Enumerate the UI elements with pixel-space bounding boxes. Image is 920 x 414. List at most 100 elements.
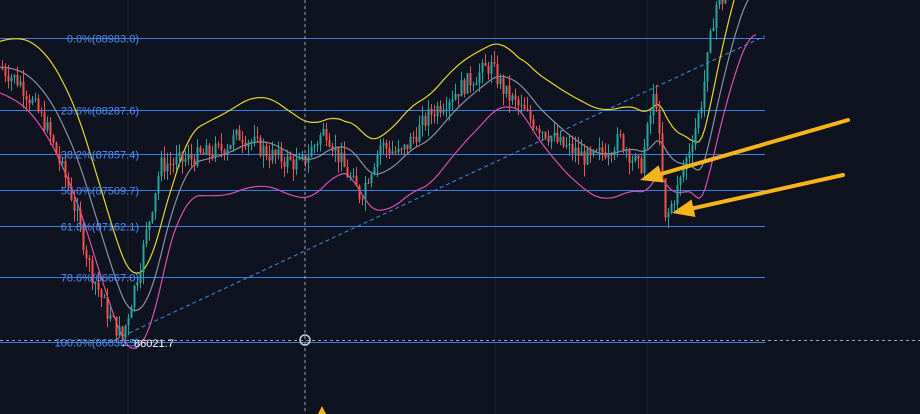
candle-body xyxy=(277,149,280,156)
candle-body xyxy=(379,145,382,154)
candle-body xyxy=(400,148,403,150)
candle-body xyxy=(523,104,526,110)
annotation-arrows[interactable] xyxy=(640,118,850,218)
candle-body xyxy=(487,65,490,74)
candle-body xyxy=(205,145,208,155)
candle-body xyxy=(325,129,328,141)
candle-body xyxy=(340,152,343,163)
candle-body xyxy=(406,144,409,150)
candle-body xyxy=(496,63,499,85)
candle-body xyxy=(238,129,241,141)
candle-body xyxy=(421,115,424,126)
candle-body xyxy=(232,135,235,146)
candle-body xyxy=(619,134,622,136)
candle-body xyxy=(505,85,508,94)
candle-body xyxy=(724,0,727,4)
candle-body xyxy=(28,99,31,104)
candle-body xyxy=(598,147,601,151)
candle-body xyxy=(187,154,190,160)
candle-body xyxy=(229,145,232,149)
candle-body xyxy=(403,144,406,150)
candle-body xyxy=(418,125,421,142)
candle-body xyxy=(19,81,22,86)
candle-body xyxy=(4,68,7,76)
candle-body xyxy=(13,75,16,78)
candle-body xyxy=(646,124,649,147)
candle-body xyxy=(547,137,550,142)
candle-body xyxy=(535,127,538,129)
candle-body xyxy=(73,199,76,211)
candle-body xyxy=(145,229,148,245)
candle-body xyxy=(565,145,568,147)
fib-labels: 0.0%(88983.0) 23.6%(88287.6) 38.2%(87857.4… xyxy=(55,34,139,350)
candle-body xyxy=(10,77,13,82)
candle-body xyxy=(577,147,580,156)
candle-body xyxy=(328,140,331,147)
candle-body xyxy=(292,159,295,170)
arrow-icon[interactable] xyxy=(640,118,850,183)
candle-body xyxy=(109,315,112,319)
candle-body xyxy=(178,152,181,157)
candle-body xyxy=(94,282,97,284)
candle-body xyxy=(106,297,109,319)
candle-body xyxy=(703,81,706,108)
candle-body xyxy=(526,109,529,111)
candle-body xyxy=(601,147,604,153)
arrow-head xyxy=(640,165,664,183)
candle-body xyxy=(673,203,676,205)
candle-body xyxy=(82,225,85,251)
candle-body xyxy=(310,147,313,157)
candle-body xyxy=(373,167,376,175)
candle-body xyxy=(154,193,157,213)
candle-body xyxy=(631,160,634,163)
candle-body xyxy=(643,146,646,173)
candle-body xyxy=(130,307,133,318)
arrow-icon[interactable] xyxy=(672,173,845,218)
candle-body xyxy=(220,144,223,151)
fib-label: 50.0%(87509.7) xyxy=(61,186,139,198)
candle-body xyxy=(337,146,340,163)
candle-body xyxy=(538,128,541,133)
candle-body xyxy=(211,155,214,158)
fib-label: 0.0%(88983.0) xyxy=(67,34,139,46)
fibonacci-retracement[interactable] xyxy=(0,38,765,343)
candle-body xyxy=(181,152,184,162)
candle-body xyxy=(184,159,187,162)
candle-body xyxy=(100,289,103,298)
candle-body xyxy=(115,316,118,336)
candle-body xyxy=(436,105,439,117)
candle-body xyxy=(466,73,469,94)
candle-body xyxy=(415,137,418,142)
candle-body xyxy=(235,129,238,136)
trendline-dashed xyxy=(109,35,766,343)
candle-body xyxy=(634,155,637,161)
candle-body xyxy=(316,144,319,146)
candle-body xyxy=(88,258,91,261)
candle-body xyxy=(139,272,142,283)
candle-body xyxy=(283,161,286,167)
candle-body xyxy=(382,142,385,146)
candle-body xyxy=(64,161,67,178)
candle-body xyxy=(196,147,199,166)
candle-body xyxy=(166,163,169,172)
candle-body xyxy=(664,178,667,218)
candle-body xyxy=(193,159,196,166)
candle-body xyxy=(493,62,496,64)
candle-body xyxy=(112,315,115,317)
candle-body xyxy=(628,150,631,163)
candle-body xyxy=(595,150,598,152)
candle-body xyxy=(274,150,277,156)
candle-body xyxy=(589,149,592,155)
candle-body xyxy=(364,182,367,200)
candle-body xyxy=(217,143,220,145)
fib-label: 38.2%(87857.4) xyxy=(61,150,139,162)
candle-body xyxy=(49,122,52,136)
trendline[interactable] xyxy=(109,35,766,343)
candle-body xyxy=(670,204,673,213)
candle-body xyxy=(454,94,457,100)
candle-body xyxy=(499,78,502,85)
candle-body xyxy=(532,119,535,128)
